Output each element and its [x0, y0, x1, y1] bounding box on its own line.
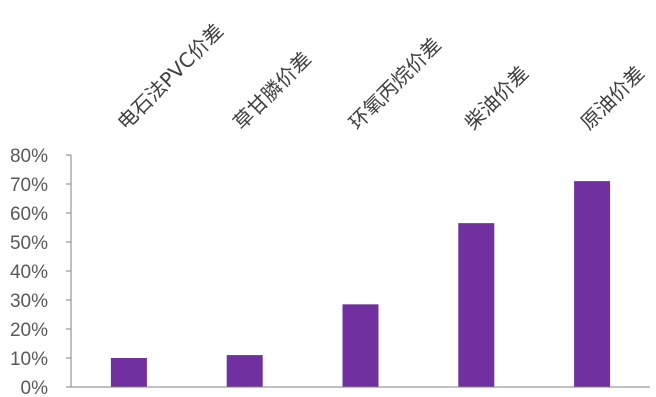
category-label: 柴油价差 [460, 61, 534, 135]
y-tick-label: 30% [10, 291, 48, 312]
category-label: 电石法PVC价差 [112, 19, 228, 135]
bar [458, 223, 495, 387]
category-label: 原油价差 [576, 61, 650, 135]
bar [110, 358, 147, 387]
bars [110, 181, 611, 387]
category-label: 环氧丙烷价差 [344, 33, 446, 135]
bar [226, 355, 263, 387]
y-tick-label: 70% [10, 175, 48, 196]
y-tick-label: 10% [10, 349, 48, 370]
y-tick-label: 60% [10, 204, 48, 225]
y-tick-label: 50% [10, 233, 48, 254]
category-labels: 电石法PVC价差 草甘膦价差 环氧丙烷价差 柴油价差 原油价差 [112, 19, 649, 135]
y-tick-label: 80% [10, 146, 48, 167]
category-label: 草甘膦价差 [228, 47, 316, 135]
y-tick-label: 40% [10, 262, 48, 283]
y-tick-label: 0% [21, 378, 49, 397]
y-axis-ticks: 0% 10% 20% 30% 40% 50% 60% 70% 80% [10, 146, 71, 397]
y-tick-label: 20% [10, 320, 48, 341]
bar [342, 304, 379, 387]
bar [574, 181, 611, 387]
